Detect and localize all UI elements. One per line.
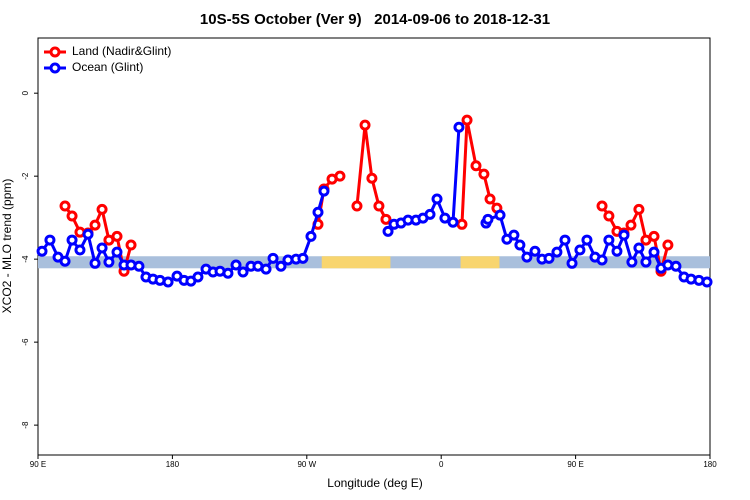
x-axis-label: Longitude (deg E) [327, 476, 422, 490]
point [648, 230, 660, 242]
point [453, 121, 465, 133]
point [596, 200, 608, 212]
point [125, 239, 137, 251]
plot-frame [37, 37, 711, 456]
point [66, 210, 78, 222]
point [305, 230, 317, 242]
point [670, 260, 682, 272]
point [111, 230, 123, 242]
point [626, 256, 638, 268]
point [424, 208, 436, 220]
point [596, 254, 608, 266]
x-tick-label: 180 [166, 460, 180, 469]
point [267, 252, 279, 264]
legend-marker [49, 62, 61, 74]
point [318, 185, 330, 197]
point [382, 225, 394, 237]
point [334, 170, 346, 182]
point [640, 256, 652, 268]
point [551, 246, 563, 258]
point [312, 206, 324, 218]
point [222, 267, 234, 279]
point [103, 256, 115, 268]
point [237, 266, 249, 278]
point [260, 263, 272, 275]
y-tick-label: 0 [21, 90, 30, 95]
point [44, 234, 56, 246]
x-tick-label: 90 E [30, 460, 46, 469]
x-tick-label: 90 E [567, 460, 583, 469]
point [603, 210, 615, 222]
point [494, 209, 506, 221]
point [366, 172, 378, 184]
band-highlight [321, 256, 391, 269]
point [603, 234, 615, 246]
point [618, 229, 630, 241]
point [36, 245, 48, 257]
point [89, 219, 101, 231]
point [625, 219, 637, 231]
point [611, 245, 623, 257]
x-tick-label: 90 W [297, 460, 316, 469]
point [192, 271, 204, 283]
point [96, 242, 108, 254]
point [640, 234, 652, 246]
point [508, 229, 520, 241]
point [103, 234, 115, 246]
point [566, 257, 578, 269]
point [521, 251, 533, 263]
x-tick-label: 180 [703, 460, 717, 469]
legend-label: Land (Nadir&Glint) [72, 44, 171, 58]
point [581, 234, 593, 246]
point [359, 119, 371, 131]
point [297, 252, 309, 264]
point [470, 160, 482, 172]
point [133, 260, 145, 272]
point [431, 193, 443, 205]
point [447, 216, 459, 228]
y-tick-label: -2 [21, 172, 30, 180]
point [373, 200, 385, 212]
point [82, 228, 94, 240]
point [439, 212, 451, 224]
point [230, 259, 242, 271]
point [96, 203, 108, 215]
point [111, 246, 123, 258]
point [456, 218, 468, 230]
point [59, 255, 71, 267]
point [275, 260, 287, 272]
point [701, 276, 713, 288]
point [633, 203, 645, 215]
point [543, 252, 555, 264]
point [351, 200, 363, 212]
point [59, 200, 71, 212]
point [662, 239, 674, 251]
point [514, 239, 526, 251]
band-highlight [460, 256, 500, 269]
point [529, 245, 541, 257]
point [482, 213, 494, 225]
point [574, 244, 586, 256]
point [74, 244, 86, 256]
x-tick-label: 0 [439, 460, 444, 469]
point [559, 234, 571, 246]
point [478, 168, 490, 180]
point [484, 193, 496, 205]
point [66, 234, 78, 246]
point [89, 257, 101, 269]
point [648, 246, 660, 258]
legend-marker [49, 46, 61, 58]
point [380, 213, 392, 225]
y-tick-label: -4 [21, 255, 30, 263]
point [461, 114, 473, 126]
legend-label: Ocean (Glint) [72, 60, 143, 74]
point [162, 276, 174, 288]
chart-title: 10S-5S October (Ver 9) 2014-09-06 to 201… [200, 11, 550, 28]
y-tick-label: -6 [21, 338, 30, 346]
point [633, 242, 645, 254]
y-axis-label: XCO2 - MLO trend (ppm) [0, 179, 14, 314]
y-tick-label: -8 [21, 421, 30, 429]
